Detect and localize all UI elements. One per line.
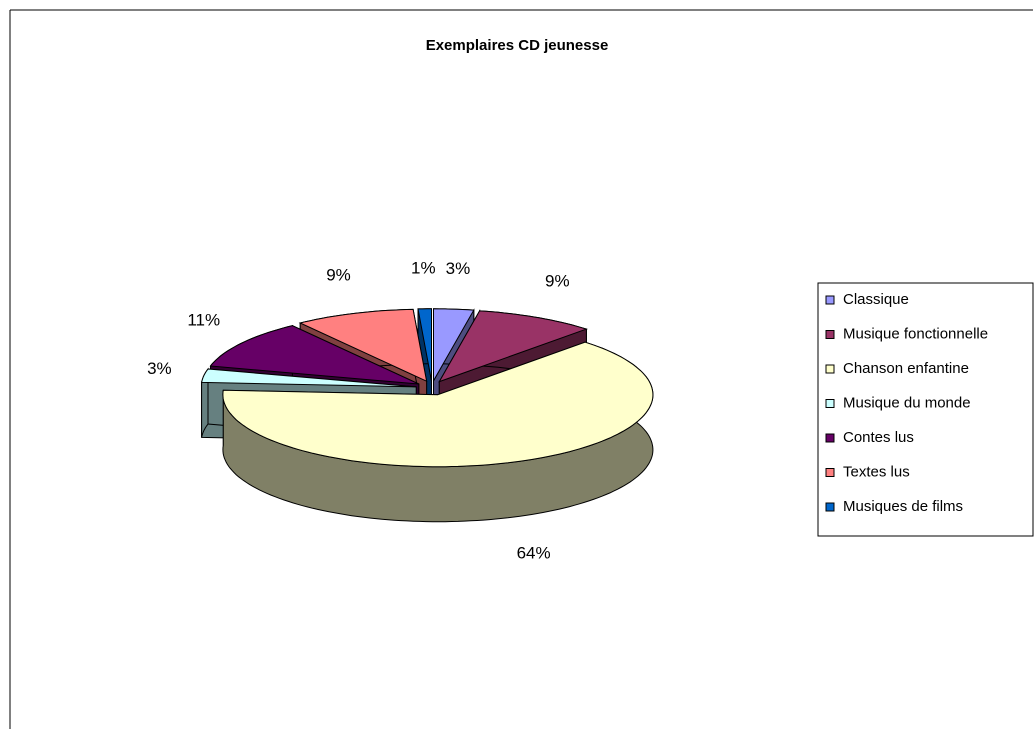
data-label: 9%	[326, 265, 351, 284]
slice	[222, 341, 654, 523]
legend-swatch	[825, 399, 835, 408]
legend-swatch	[825, 502, 835, 512]
legend: Classique Musique fonctionnelle Chanson en…	[825, 291, 988, 515]
legend-swatch	[825, 433, 835, 443]
slice-top	[222, 341, 654, 468]
legend-label: Chanson enfantine	[843, 360, 969, 377]
slice-top	[200, 368, 417, 388]
legend-label: Musiques de films	[843, 498, 963, 515]
legend-swatch	[825, 364, 835, 374]
legend-box	[817, 282, 1034, 537]
legend-label: Contes lus	[843, 429, 914, 446]
slice-top	[298, 308, 428, 383]
data-label: 64%	[517, 543, 551, 562]
data-label: 3%	[147, 359, 172, 378]
slice-top	[438, 310, 589, 383]
slice-top	[417, 308, 432, 381]
legend-swatch	[825, 295, 835, 305]
legend-label: Musique du monde	[843, 394, 971, 411]
data-label: 1%	[411, 258, 436, 277]
legend-swatch	[825, 468, 835, 477]
legend-label: Textes lus	[843, 463, 910, 480]
data-label: 9%	[545, 271, 570, 290]
legend-label: Musique fonctionnelle	[843, 325, 988, 342]
slice-top	[209, 325, 420, 385]
data-label: 3%	[446, 259, 471, 278]
data-label: 11%	[187, 310, 220, 329]
chart-title: Exemplaires CD jeunesse	[426, 37, 609, 54]
legend-label: Classique	[843, 291, 909, 308]
slice-top	[433, 308, 475, 383]
legend-swatch	[825, 330, 835, 339]
